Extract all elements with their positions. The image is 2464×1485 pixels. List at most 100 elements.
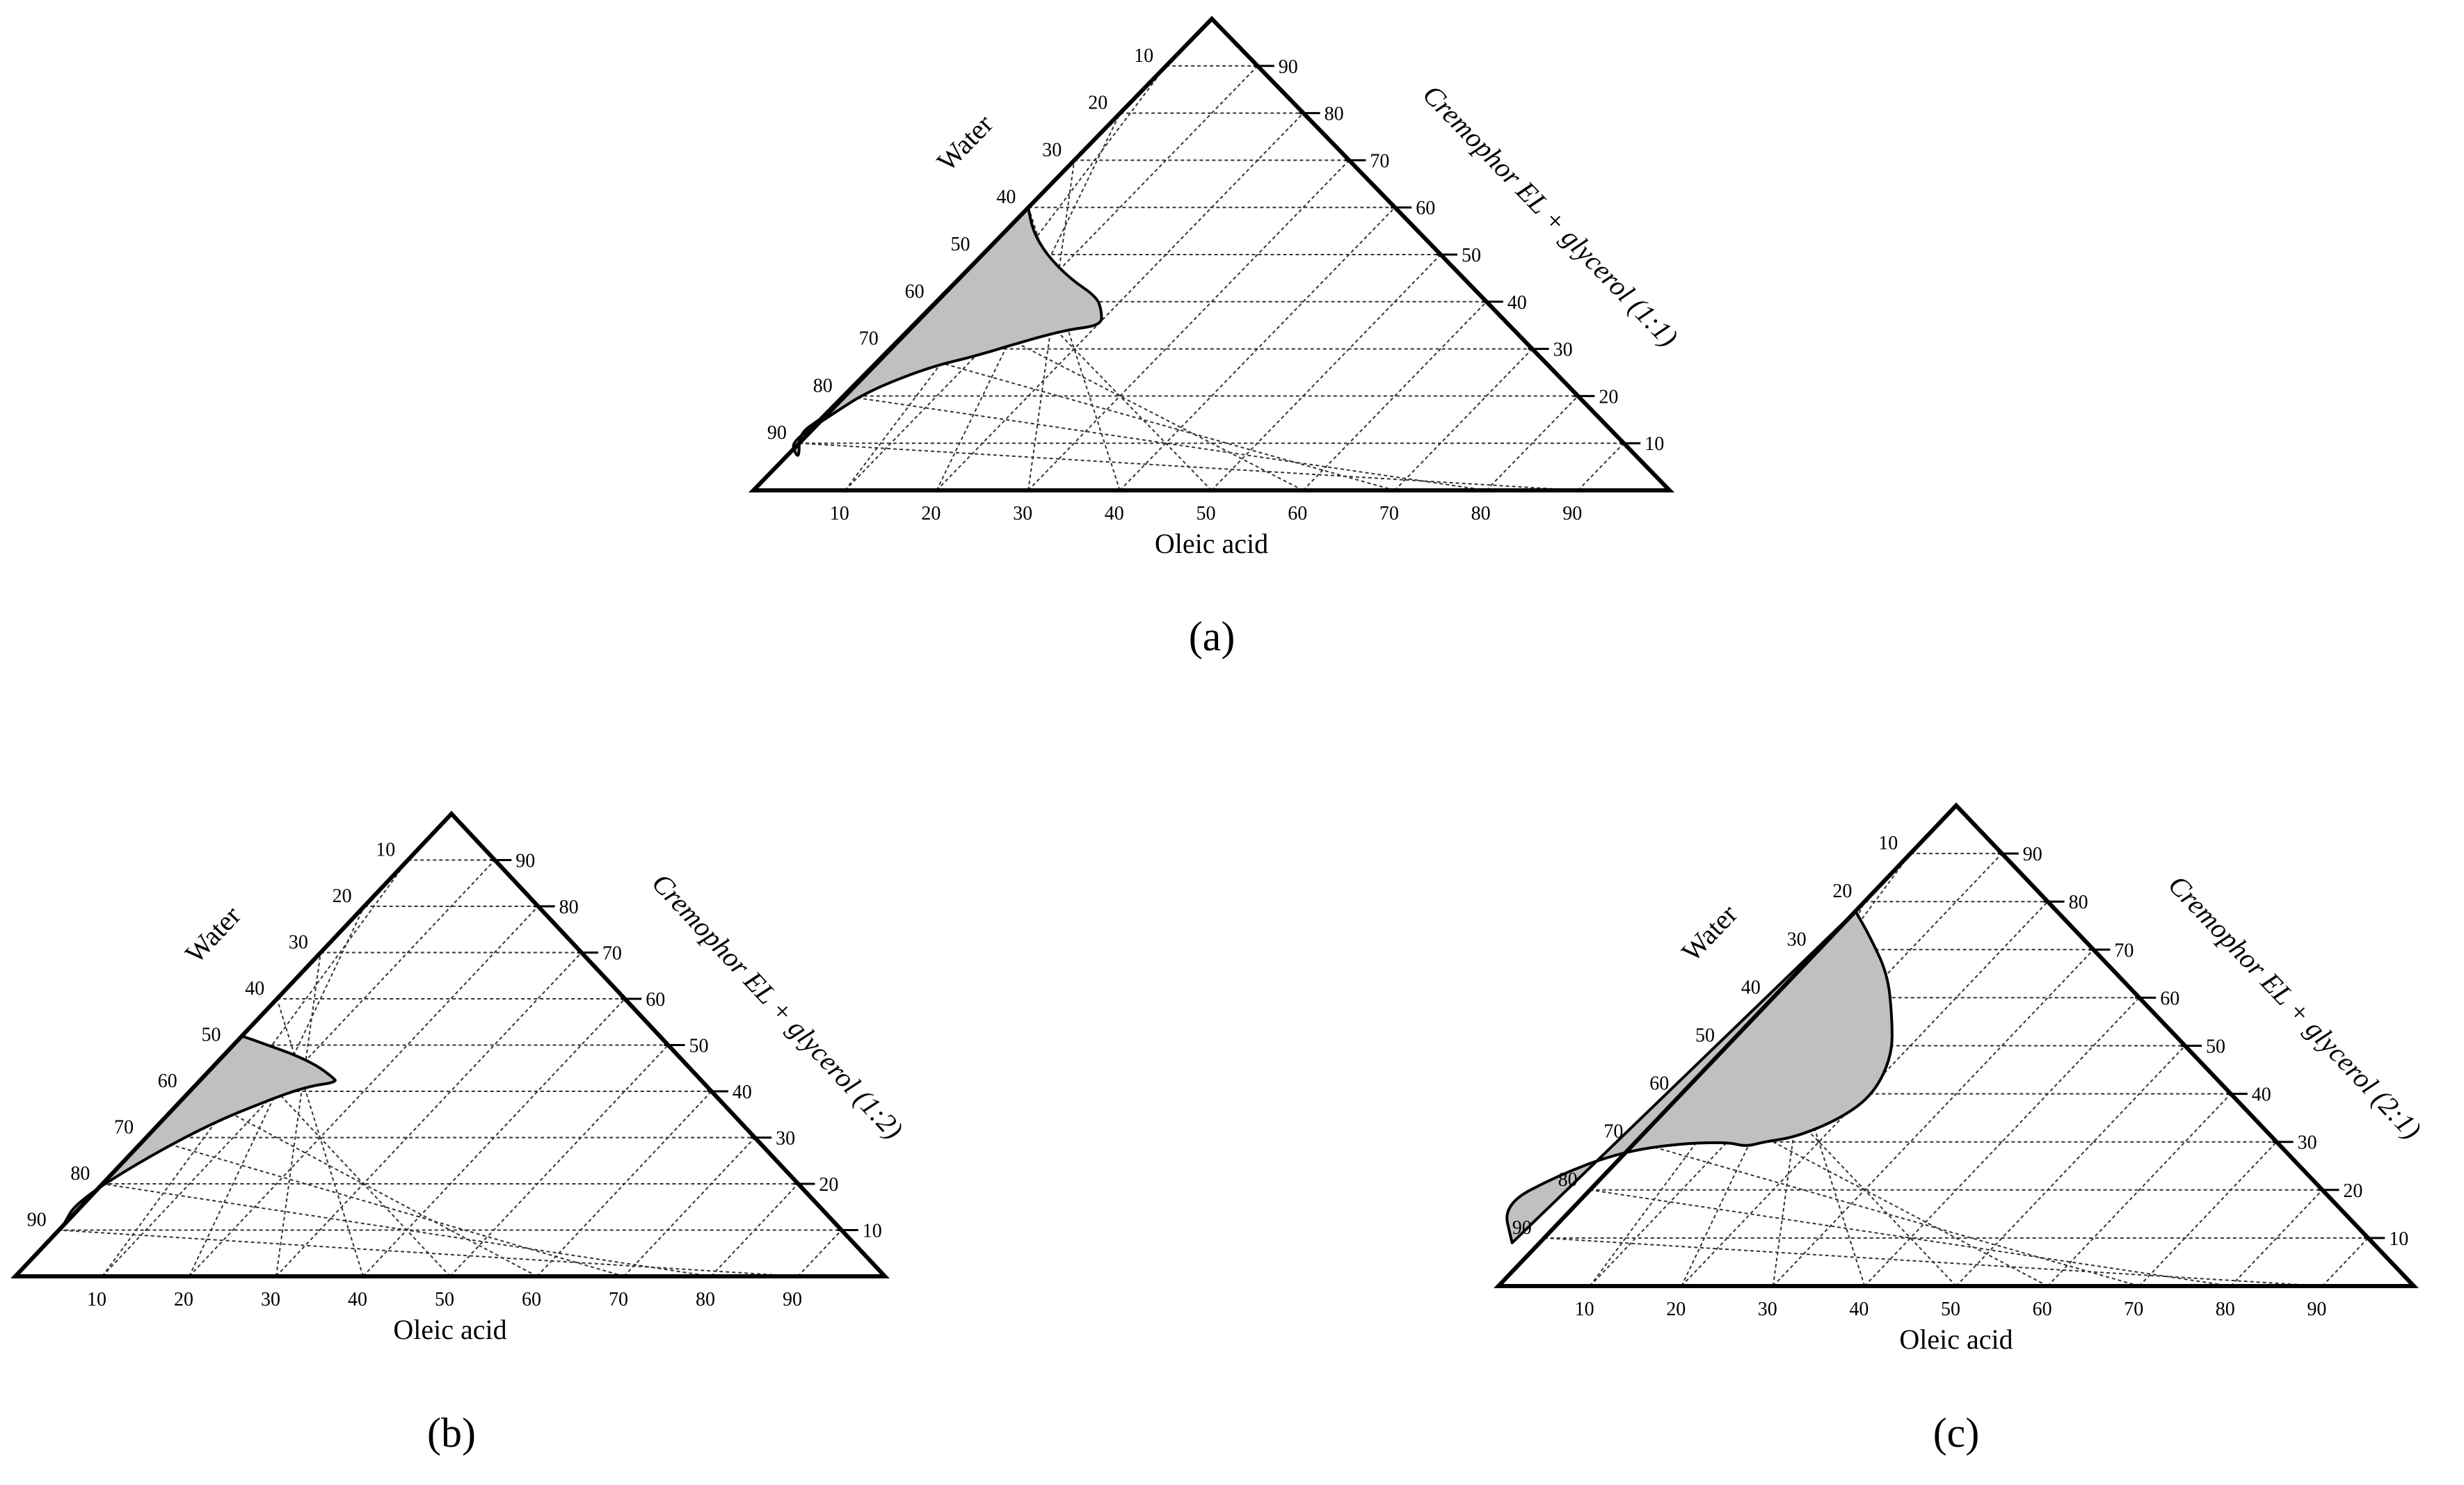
bottom-tick-label: 80 [696, 1289, 715, 1310]
bottom-tick-label: 70 [609, 1289, 628, 1310]
right-axis-title: Cremophor EL + glycerol (1:1) [1417, 79, 1684, 353]
bottom-axis-title: Oleic acid [1155, 528, 1268, 559]
bottom-tick-label: 30 [1013, 503, 1032, 524]
grid-line [189, 906, 365, 1277]
left-tick-label: 20 [333, 885, 352, 907]
bottom-tick-label: 30 [261, 1289, 280, 1310]
grid-line [449, 1044, 669, 1277]
bottom-tick-label: 50 [1197, 503, 1216, 524]
bottom-tick-label: 10 [1575, 1299, 1594, 1320]
left-tick-label: 50 [202, 1025, 221, 1046]
bottom-tick-label: 40 [348, 1289, 367, 1310]
right-tick-label: 10 [1645, 433, 1664, 455]
grid-line [1302, 301, 1487, 491]
left-tick-label: 90 [1512, 1217, 1532, 1239]
left-tick-label: 10 [1134, 45, 1153, 67]
ternary-panel-c: 10 10 10 20 20 20 30 30 30 40 40 40 50 50 50 60 60 60 70 70… [1494, 802, 2428, 1456]
left-tick-label: 40 [245, 978, 264, 1000]
grid-line [1027, 160, 1075, 491]
right-axis-title: Cremophor EL + glycerol (1:2) [646, 867, 909, 1146]
left-tick-label: 20 [1088, 93, 1107, 114]
left-tick-label: 30 [289, 932, 308, 954]
grid [58, 859, 842, 1277]
grid-line [799, 442, 1578, 491]
bottom-tick-label: 60 [522, 1289, 541, 1310]
grid [799, 65, 1624, 491]
grid-line [145, 1137, 625, 1277]
left-tick-label: 70 [1603, 1121, 1623, 1143]
grid-line [1635, 1141, 2140, 1287]
right-tick-label: 90 [2023, 844, 2042, 865]
right-tick-label: 80 [1325, 104, 1344, 125]
grid-line [982, 254, 1213, 491]
right-tick-label: 90 [515, 851, 535, 872]
left-tick-label: 50 [951, 234, 970, 255]
triangle-frame [10, 810, 890, 1278]
right-tick-label: 50 [689, 1036, 709, 1057]
grid-line [2230, 1189, 2323, 1287]
left-tick-label: 70 [114, 1117, 134, 1139]
right-tick-label: 70 [2114, 940, 2134, 961]
grid-line [797, 1229, 842, 1277]
right-axis-title: Cremophor EL + glycerol (2:1) [2162, 869, 2427, 1145]
bottom-tick-label: 10 [87, 1289, 106, 1310]
bottom-tick-label: 20 [174, 1289, 193, 1310]
left-tick-label: 20 [1832, 881, 1852, 902]
right-tick-label: 60 [1416, 198, 1435, 219]
left-tick-label: 90 [767, 422, 787, 444]
left-tick-label: 10 [376, 840, 395, 861]
grid-line [845, 395, 1487, 491]
grid-line [623, 1137, 755, 1277]
grid-line [189, 1091, 538, 1277]
grid-line [890, 348, 1395, 491]
left-tick-label: 60 [158, 1070, 177, 1092]
grid-line [1394, 348, 1533, 491]
left-tick-label: 40 [996, 186, 1016, 208]
bottom-tick-label: 10 [830, 503, 849, 524]
right-tick-label: 90 [1279, 56, 1298, 78]
left-tick-label: 60 [905, 281, 925, 303]
left-tick-label: 60 [1649, 1073, 1669, 1095]
bottom-axis-title: Oleic acid [1899, 1324, 2013, 1355]
tick-labels: 10 10 10 20 20 20 30 30 30 40 40 40 50 50 50 60 60 60 70 70… [27, 840, 882, 1311]
grid-line [1955, 1045, 2186, 1287]
left-tick-label: 80 [1558, 1169, 1578, 1191]
right-tick-label: 40 [2252, 1084, 2271, 1106]
left-axis-title: Water [179, 900, 247, 970]
grid-line [1773, 949, 2095, 1287]
right-tick-label: 30 [776, 1128, 795, 1150]
left-axis-title: Water [931, 109, 999, 177]
left-tick-label: 70 [859, 328, 879, 350]
right-tick-label: 10 [2389, 1228, 2408, 1250]
panel-label: (b) [427, 1410, 476, 1456]
bottom-tick-label: 80 [1471, 503, 1491, 524]
bottom-tick-label: 70 [2124, 1299, 2143, 1320]
left-tick-label: 90 [27, 1210, 47, 1231]
left-tick-label: 40 [1741, 977, 1761, 998]
tick-labels: 10 10 10 20 20 20 30 30 30 40 40 40 50 50 50 60 60 60 70 70… [767, 45, 1664, 524]
right-tick-label: 70 [1370, 150, 1389, 172]
grid-line [102, 859, 496, 1277]
right-tick-label: 20 [819, 1174, 838, 1196]
microemulsion-region [792, 206, 1103, 457]
bottom-tick-label: 40 [1105, 503, 1124, 524]
ternary-panel-a: 10 10 10 20 20 20 30 30 30 40 40 40 50 50 50 60 60 60 70 70… [748, 15, 1684, 659]
right-tick-label: 20 [2343, 1180, 2362, 1202]
grid-line [2047, 1093, 2232, 1287]
bottom-tick-label: 90 [1562, 503, 1582, 524]
bottom-tick-label: 60 [1288, 503, 1307, 524]
grid-line [1485, 395, 1579, 491]
right-tick-label: 50 [2206, 1036, 2225, 1058]
right-tick-label: 30 [2298, 1132, 2317, 1154]
right-tick-label: 60 [646, 989, 665, 1011]
grid-line [2321, 1237, 2369, 1287]
grid-line [102, 1183, 712, 1277]
right-tick-label: 50 [1462, 245, 1481, 266]
left-axis-title: Water [1675, 899, 1743, 968]
panel-label: (c) [1933, 1410, 1980, 1456]
bottom-tick-label: 70 [1379, 503, 1399, 524]
right-tick-label: 80 [2069, 892, 2088, 913]
grid-line [536, 1091, 712, 1277]
right-tick-label: 40 [733, 1082, 752, 1103]
